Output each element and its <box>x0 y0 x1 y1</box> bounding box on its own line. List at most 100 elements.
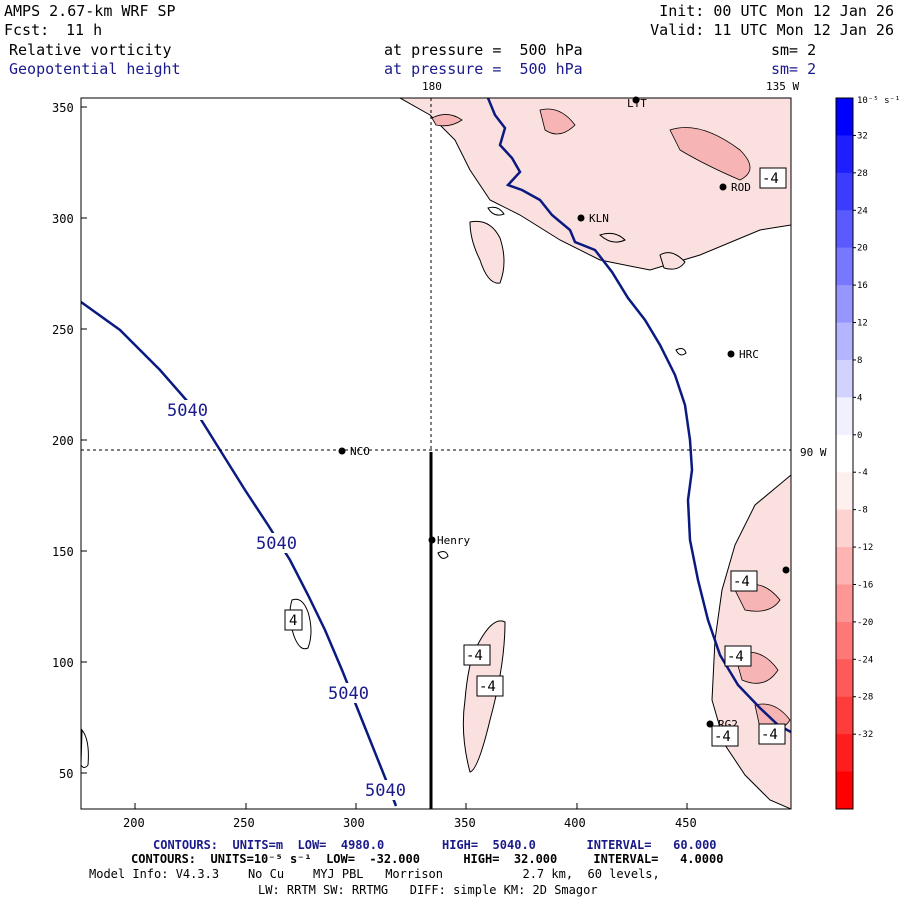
station-lyt-label: LYT <box>627 97 647 110</box>
colorbar-tick-label: 16 <box>857 281 868 291</box>
colorbar-segment <box>836 584 853 623</box>
colorbar-tick-label: -24 <box>857 655 873 665</box>
field1-name: Relative vorticity <box>9 41 172 59</box>
coastline <box>486 98 791 734</box>
contours-height-info: CONTOURS: UNITS=m LOW= 4980.0 HIGH= 5040… <box>153 838 717 852</box>
station-henry-marker <box>428 536 436 544</box>
lon-label-135w: 135 W <box>766 80 799 93</box>
init-time: Init: 00 UTC Mon 12 Jan 26 <box>659 2 894 20</box>
colorbar-tick-label: 12 <box>857 319 868 329</box>
field2-smoothing: sm= 2 <box>771 60 817 78</box>
colorbar <box>835 97 856 810</box>
vorticity-label: -4 <box>466 648 483 664</box>
vorticity-core <box>539 108 576 135</box>
colorbar-segment <box>836 210 853 249</box>
colorbar-segment <box>836 135 853 174</box>
forecast-hour: 11 h <box>66 21 103 39</box>
colorbar-segment <box>836 547 853 585</box>
colorbar-tick-label: -12 <box>857 543 873 553</box>
station-rod-label: ROD <box>731 181 751 194</box>
field1-smoothing: sm= 2 <box>771 41 817 59</box>
x-tick-label: 400 <box>564 816 586 830</box>
y-tick-label: 350 <box>52 101 74 115</box>
colorbar-tick-label: 0 <box>857 431 862 441</box>
model-info: Model Info: V4.3.3 No Cu MYJ PBL Morriso… <box>89 867 660 881</box>
colorbar-tick-label: -20 <box>857 618 873 628</box>
colorbar-segment <box>836 734 853 773</box>
station-henry-label: Henry <box>437 534 470 547</box>
station-nco-label: NCO <box>350 445 370 458</box>
colorbar-tick-label: 24 <box>857 206 868 216</box>
colorbar-segment <box>836 771 853 810</box>
colorbar-tick-label: 28 <box>857 169 868 179</box>
plot-frame <box>80 97 792 810</box>
vorticity-region-southeast <box>711 474 791 809</box>
physics-info: LW: RRTM SW: RRTMG DIFF: simple KM: 2D S… <box>258 883 598 897</box>
valid-time: Valid: 11 UTC Mon 12 Jan 26 <box>650 21 894 39</box>
height-label-5040: 5040 <box>256 534 297 554</box>
vorticity-label: 4 <box>289 613 297 629</box>
colorbar-segment <box>836 172 853 211</box>
vorticity-label: -4 <box>761 727 778 743</box>
field2-name: Geopotential height <box>9 60 181 78</box>
y-tick-label: 150 <box>52 545 74 559</box>
forecast-label: Fcst: <box>4 21 50 39</box>
vorticity-label: -4 <box>479 679 496 695</box>
colorbar-segment <box>836 659 853 698</box>
colorbar-unit: 10⁻⁵ s⁻¹ <box>857 96 900 106</box>
height-label-5040: 5040 <box>167 401 208 421</box>
colorbar-tick-label: -32 <box>857 730 873 740</box>
height-contour-5040 <box>81 300 398 807</box>
vorticity-region-west-island <box>469 220 505 284</box>
colorbar-tick-label: -8 <box>857 506 868 516</box>
station-hrc-label: HRC <box>739 348 759 361</box>
colorbar-segment <box>836 621 853 660</box>
colorbar-segment <box>836 509 853 548</box>
y-tick-label: 250 <box>52 323 74 337</box>
colorbar-segment <box>836 322 853 361</box>
colorbar-tick-label: 8 <box>857 356 862 366</box>
model-title: AMPS 2.67-km WRF SP <box>4 2 176 20</box>
x-tick-label: 350 <box>454 816 476 830</box>
height-label-5040: 5040 <box>328 684 369 704</box>
colorbar-segment <box>836 696 853 735</box>
colorbar-segment <box>836 285 853 324</box>
vorticity-label: -4 <box>727 649 744 665</box>
vorticity-label: -4 <box>733 574 750 590</box>
lon-label-180: 180 <box>422 80 442 93</box>
vorticity-core <box>431 114 463 127</box>
vorticity-core <box>669 127 751 181</box>
colorbar-tick-label: 4 <box>857 393 862 403</box>
y-tick-label: 200 <box>52 434 74 448</box>
colorbar-segment <box>836 359 853 398</box>
colorbar-labels: 32 28 24 20 16 12 8 4 0 -4 -8 -12 -16 -20 -24 -28 -32 <box>857 131 873 740</box>
vorticity-region-small <box>659 252 686 270</box>
x-tick-label: 200 <box>123 816 145 830</box>
station-kln-label: KLN <box>589 212 609 225</box>
colorbar-tick-label: -28 <box>857 693 873 703</box>
y-tick-label: 100 <box>52 656 74 670</box>
y-tick-label: 300 <box>52 212 74 226</box>
station-kln-marker <box>577 214 585 222</box>
vorticity-label: -4 <box>762 171 779 187</box>
station-nco-marker <box>338 447 346 455</box>
lon-label-90w: 90 W <box>800 446 827 459</box>
station-unlabeled-marker <box>782 566 790 574</box>
station-lyt-marker <box>632 96 640 104</box>
y-tick-label: 50 <box>59 767 73 781</box>
station-markers <box>338 96 790 728</box>
colorbar-tick-label: 32 <box>857 131 868 141</box>
contours-vorticity-info: CONTOURS: UNITS=10⁻⁵ s⁻¹ LOW= -32.000 HI… <box>131 852 724 866</box>
field1-level: at pressure = 500 hPa <box>384 41 583 59</box>
colorbar-frame <box>835 97 854 810</box>
colorbar-tick-label: -4 <box>857 468 868 478</box>
colorbar-segment <box>836 434 853 473</box>
height-label-5040: 5040 <box>365 781 406 801</box>
field2-level: at pressure = 500 hPa <box>384 60 583 78</box>
station-rod-marker <box>719 183 727 191</box>
colorbar-tick-label: -16 <box>857 580 873 590</box>
colorbar-segment <box>836 98 853 136</box>
colorbar-segment <box>836 397 853 436</box>
colorbar-segment <box>836 247 853 286</box>
